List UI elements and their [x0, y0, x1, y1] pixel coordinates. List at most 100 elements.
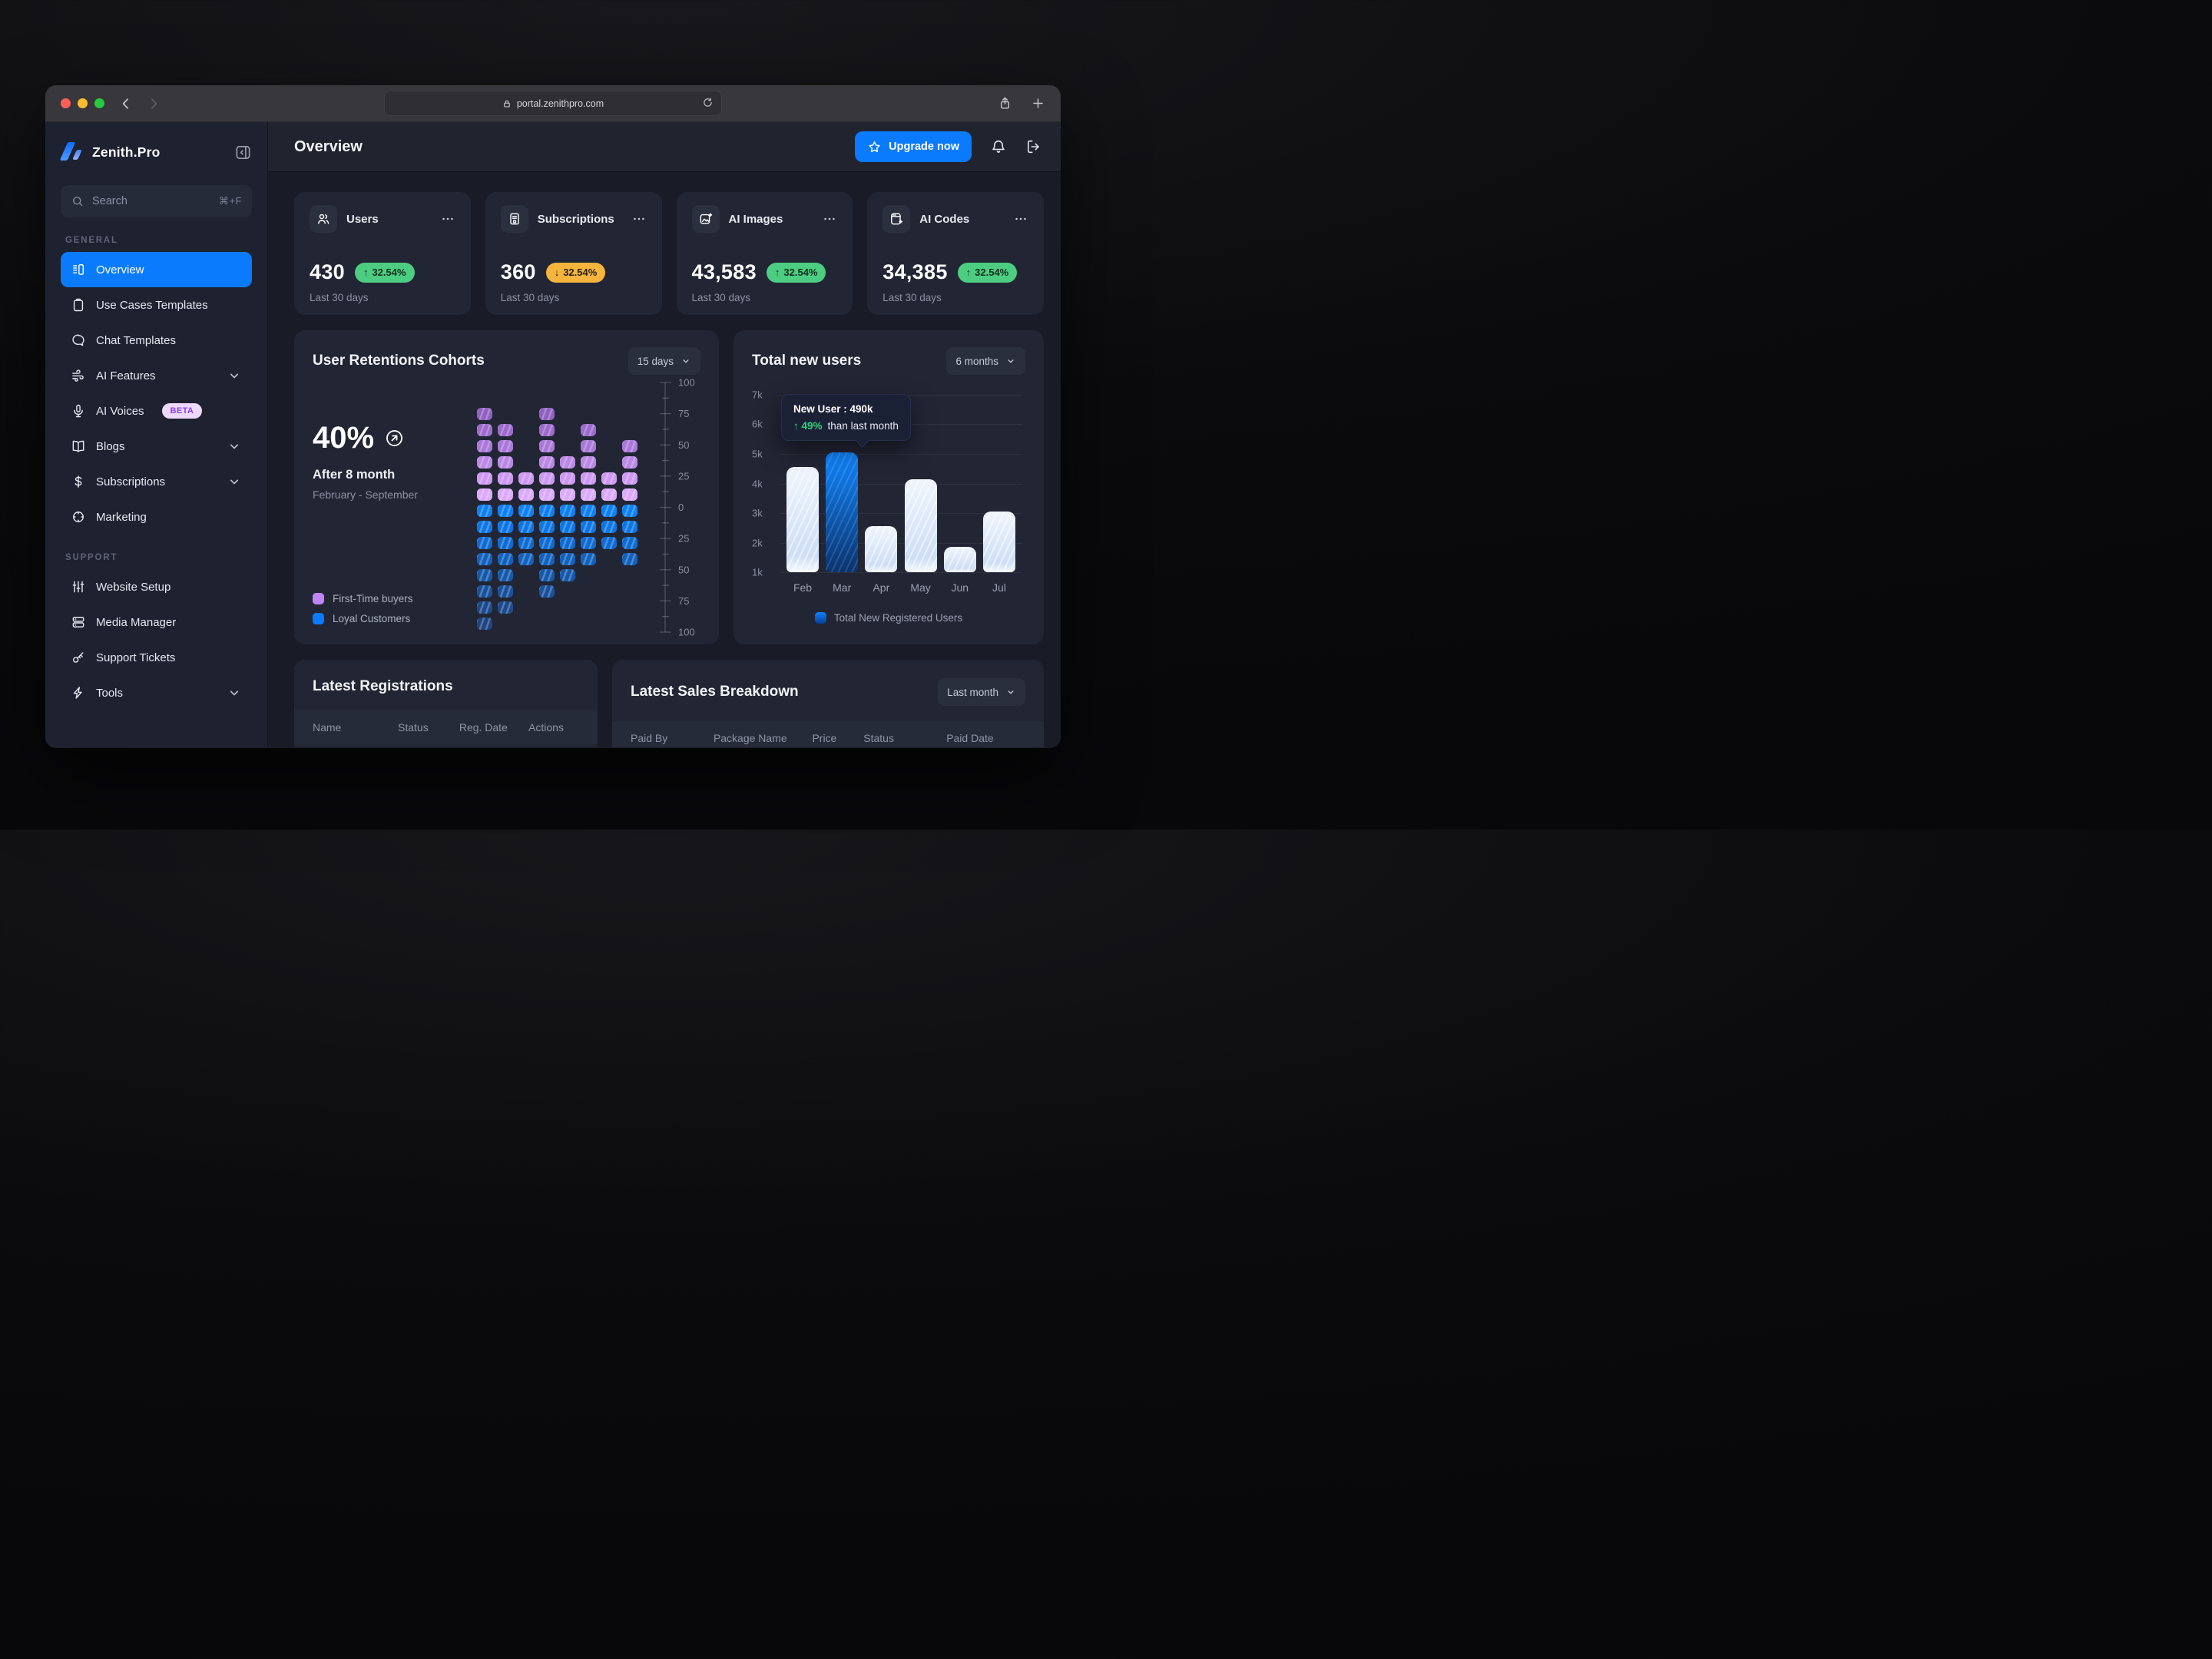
chevron-down-icon	[227, 439, 242, 454]
search-placeholder: Search	[92, 195, 127, 207]
browser-chrome: portal.zenithpro.com	[45, 85, 1061, 122]
legend-label: Loyal Customers	[333, 613, 411, 624]
legend-swatch	[313, 613, 324, 624]
stat-card-ai-images: AI Images 43,583 ↑ 32.54% Last 30 days	[676, 192, 853, 315]
bar-mar[interactable]	[826, 452, 859, 572]
cohorts-highlight-value: 40%	[313, 421, 375, 455]
cohort-cell-first-time	[539, 456, 555, 469]
sidebar-item-tools[interactable]: Tools	[61, 675, 252, 710]
more-options-icon[interactable]	[440, 211, 455, 227]
cohort-cell-first-time	[539, 424, 555, 436]
cohort-cell-loyal	[622, 521, 637, 533]
cohort-cell-first-time	[539, 472, 555, 485]
cohort-cell-first-time	[622, 488, 637, 501]
bar-feb[interactable]	[786, 467, 819, 572]
cohort-cell-loyal	[622, 537, 637, 549]
key-icon	[71, 650, 86, 665]
cohorts-range-select[interactable]: 15 days	[628, 347, 700, 375]
sales-range-value: Last month	[947, 686, 998, 698]
bar-jul[interactable]	[982, 512, 1015, 572]
bar-apr[interactable]	[865, 526, 898, 572]
sales-range-select[interactable]: Last month	[938, 678, 1025, 706]
y-axis-label: 6k	[752, 418, 763, 430]
url-bar[interactable]: portal.zenithpro.com	[384, 91, 722, 116]
cohort-cell-first-time	[518, 472, 534, 485]
header-actions: Upgrade now	[855, 131, 1042, 162]
svg-text:100: 100	[678, 378, 695, 389]
upgrade-now-button[interactable]: Upgrade now	[855, 131, 972, 162]
stat-delta-badge: ↑ 32.54%	[766, 262, 826, 283]
cohort-cell-loyal	[560, 521, 575, 533]
notifications-bell-icon[interactable]	[990, 138, 1007, 155]
sidebar-item-blogs[interactable]: Blogs	[61, 429, 252, 464]
column-header: Price	[812, 732, 837, 744]
sidebar-item-support-tickets[interactable]: Support Tickets	[61, 640, 252, 675]
back-icon[interactable]	[118, 96, 134, 111]
cohort-cell-loyal	[622, 553, 637, 565]
more-options-icon[interactable]	[1013, 211, 1028, 227]
app-shell: Zenith.Pro Search ⌘+F GENERAL Overview Use…	[45, 122, 1061, 747]
minimize-window-button[interactable]	[78, 98, 88, 108]
cohort-cell-loyal	[498, 537, 513, 549]
sidebar: Zenith.Pro Search ⌘+F GENERAL Overview Use…	[45, 122, 268, 747]
stat-label: AI Images	[728, 212, 783, 226]
sidebar-item-media-manager[interactable]: Media Manager	[61, 604, 252, 640]
sidebar-item-label: AI Features	[96, 369, 156, 382]
sidebar-item-ai-voices[interactable]: AI Voices BETA	[61, 393, 252, 429]
cohort-cell-first-time	[581, 456, 596, 469]
wind-icon	[71, 368, 86, 383]
new-users-range-select[interactable]: 6 months	[946, 347, 1025, 375]
sidebar-item-ai-features[interactable]: AI Features	[61, 358, 252, 393]
sidebar-collapse-icon[interactable]	[234, 144, 252, 161]
svg-text:25: 25	[678, 533, 689, 545]
sidebar-item-overview[interactable]: Overview	[61, 252, 252, 287]
total-new-users-panel: Total new users 6 months New User : 490k	[733, 330, 1044, 644]
forward-icon[interactable]	[146, 96, 161, 111]
bar-may[interactable]	[904, 478, 937, 572]
chrome-actions	[998, 96, 1045, 111]
cohort-cell-loyal	[539, 553, 555, 565]
y-axis-label: 1k	[752, 566, 763, 578]
x-axis-label: Feb	[793, 581, 813, 594]
sidebar-item-use-cases-templates[interactable]: Use Cases Templates	[61, 287, 252, 323]
more-options-icon[interactable]	[822, 211, 837, 227]
sidebar-item-chat-templates[interactable]: Chat Templates	[61, 323, 252, 358]
sidebar-item-label: Marketing	[96, 510, 147, 524]
new-tab-icon[interactable]	[1031, 96, 1045, 111]
y-axis-label: 5k	[752, 448, 763, 460]
cohort-cell-first-time	[539, 488, 555, 501]
chevron-down-icon	[227, 368, 242, 383]
search-input[interactable]: Search ⌘+F	[61, 185, 252, 217]
zoom-window-button[interactable]	[94, 98, 104, 108]
more-options-icon[interactable]	[631, 211, 647, 227]
cohort-column	[622, 376, 637, 630]
cohort-cell-first-time	[477, 488, 492, 501]
stat-delta-badge: ↑ 32.54%	[957, 262, 1018, 283]
arrow-down-icon: ↓	[554, 267, 560, 278]
legend-swatch	[313, 593, 324, 604]
microphone-icon	[71, 403, 86, 419]
cohort-cell-first-time	[477, 408, 492, 420]
svg-text:75: 75	[678, 595, 689, 607]
browser-window: portal.zenithpro.com	[45, 85, 1061, 748]
stat-period: Last 30 days	[691, 292, 751, 303]
cohort-cell-loyal	[539, 569, 555, 581]
share-icon[interactable]	[998, 96, 1012, 111]
cohort-cell-loyal	[498, 601, 513, 614]
sidebar-item-website-setup[interactable]: Website Setup	[61, 569, 252, 604]
stat-card-users: Users 430 ↑ 32.54% Last 30 days	[294, 192, 471, 315]
bar-jun[interactable]	[943, 547, 976, 572]
new-users-range-value: 6 months	[955, 355, 998, 367]
sidebar-item-subscriptions[interactable]: Subscriptions	[61, 464, 252, 499]
cohort-cell-first-time	[581, 440, 596, 452]
sidebar-item-marketing[interactable]: Marketing	[61, 499, 252, 535]
cohort-cell-first-time	[560, 488, 575, 501]
tables-row: Latest Registrations Name Status Reg. Date…	[294, 660, 1044, 747]
logout-icon[interactable]	[1025, 138, 1042, 155]
stat-period: Last 30 days	[500, 292, 560, 303]
reload-icon[interactable]	[702, 97, 714, 108]
close-window-button[interactable]	[61, 98, 71, 108]
users-icon	[310, 205, 337, 233]
cohort-cell-loyal	[498, 569, 513, 581]
cohort-cell-loyal	[477, 585, 492, 598]
